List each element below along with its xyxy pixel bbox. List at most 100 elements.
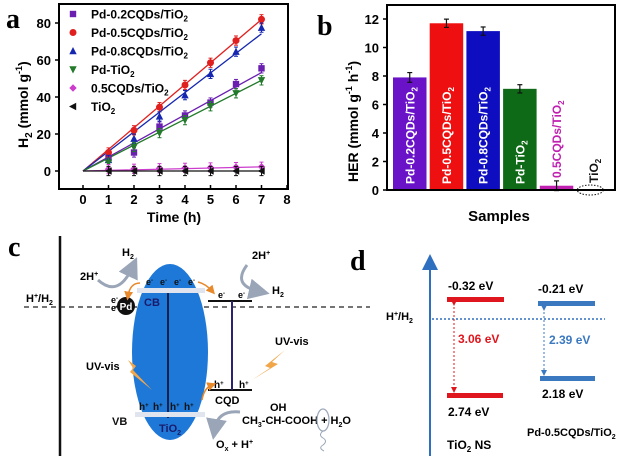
data-point <box>155 167 163 175</box>
x-axis-label-a: Time (h) <box>147 209 201 225</box>
panel-c-mechanism-diagram: c H+/H2 CB VB TiO2 e-e-e-e- h+ h+ h+ h+ Pd … <box>8 232 370 456</box>
h-h2-label-d: H+/H2 <box>386 311 413 325</box>
y-tick-label-b: 0 <box>372 183 379 198</box>
y-tick-label-a: 60 <box>37 53 51 68</box>
cqd-hole-2: h+ <box>239 380 249 391</box>
legend-label: Pd-TiO2 <box>91 63 135 79</box>
cqd-electron-2: e- <box>238 290 245 300</box>
panel-d-band-diagram: d H+/H2 -0.32 eV 3.06 eV 2.74 eV TiO2 NS… <box>350 246 616 456</box>
legend-marker <box>69 10 77 18</box>
pd-electron-1: e- <box>111 295 118 305</box>
y-tick-label-b: 4 <box>372 126 380 141</box>
data-point <box>207 59 214 67</box>
y-tick-label-b: 6 <box>372 98 379 113</box>
x-tick-label-a: 7 <box>258 192 265 207</box>
proton-reduction-arrow-right <box>240 264 270 300</box>
data-point <box>130 126 138 134</box>
data-point <box>104 167 112 175</box>
legend-marker <box>69 29 77 36</box>
bar-label: Pd-0.5CQDs/TiO2 <box>440 87 456 184</box>
panel-a-line-chart: a 0 20 40 60 80 0 1 2 3 4 5 6 7 8 Pd-0.2CQDs/TiO2 Pd-… <box>6 3 291 225</box>
y-tick-label-b: 2 <box>372 155 379 170</box>
data-point <box>232 80 240 88</box>
legend-label: Pd-0.8CQDs/TiO2 <box>91 45 188 61</box>
h2-top-left: H2 <box>122 247 134 261</box>
data-point <box>130 134 138 142</box>
data-point <box>156 103 163 111</box>
legend-marker <box>69 102 77 111</box>
panel-label-c: c <box>8 232 20 263</box>
data-point <box>181 116 189 125</box>
data-point <box>206 69 215 78</box>
x-axis-label-b: Samples <box>468 208 530 225</box>
legend-marker <box>69 47 77 55</box>
pd-cqd-label: Pd-0.5CQDs/TiO2 <box>527 427 616 441</box>
data-point <box>258 15 265 23</box>
data-point <box>105 149 112 156</box>
fit-line <box>82 79 262 172</box>
cqd-electron-1: e- <box>218 290 225 300</box>
tio2-cb-bar <box>447 297 504 302</box>
data-point <box>257 167 265 175</box>
data-point <box>181 167 189 175</box>
oxidation-arrow <box>206 410 241 440</box>
data-point <box>232 37 240 45</box>
h2-right: H2 <box>272 285 284 299</box>
y-tick-label-a: 40 <box>37 90 51 105</box>
proton-reduction-arrow-left <box>96 257 138 289</box>
bar <box>466 31 500 190</box>
tio2-label-c: TiO2 <box>159 423 181 437</box>
electron: e- <box>188 277 195 287</box>
data-point <box>181 81 189 89</box>
valence-band <box>135 412 205 417</box>
electron: e- <box>174 277 181 287</box>
data-point <box>258 65 265 72</box>
bar-label: Pd-TiO2 <box>513 140 529 184</box>
oh-group: OH <box>270 402 287 414</box>
electron-transfer-to-pd-arrow <box>124 282 141 301</box>
x-tick-label-a: 8 <box>283 192 290 207</box>
y-tick-label-a: 0 <box>44 164 51 179</box>
hole: h+ <box>170 402 180 413</box>
tio2-particle <box>132 264 208 440</box>
panel-label-b: b <box>317 11 333 42</box>
pd-electron-2: e- <box>111 303 118 313</box>
conduction-band <box>137 288 205 293</box>
electron: e- <box>146 277 153 287</box>
fit-line <box>82 72 262 172</box>
data-point <box>232 167 240 175</box>
hole-transfer-arrow <box>201 382 217 401</box>
cqd-label: CQD <box>215 395 240 407</box>
tio2-vb-bar <box>447 393 503 398</box>
uv-vis-label-left: UV-vis <box>86 361 120 373</box>
legend-label: TiO2 <box>91 100 116 116</box>
tio2-gap-value: 3.06 eV <box>458 332 499 346</box>
bar-label: 0.5CQDs/TiO2 <box>550 100 566 178</box>
y-tick-label-a: 20 <box>37 127 51 142</box>
x-tick-label-a: 0 <box>79 192 86 207</box>
fit-line <box>82 166 262 172</box>
tio2-cb-value: -0.32 eV <box>448 279 493 293</box>
hole: h+ <box>139 402 149 413</box>
h-h2-label-c: H+/H2 <box>26 293 53 307</box>
pd-cqd-vb-value: 2.18 eV <box>542 387 583 401</box>
legend-label: 0.5CQDs/TiO2 <box>91 82 169 98</box>
electron: e- <box>160 277 167 287</box>
hole: h+ <box>184 402 194 413</box>
light-bolt-icon-right <box>252 350 285 380</box>
cqd-hole-1: h+ <box>214 380 224 391</box>
cb-electrons: e-e-e-e- <box>146 277 195 287</box>
x-tick-label-a: 3 <box>156 192 163 207</box>
data-point <box>257 23 266 31</box>
vb-holes: h+ h+ h+ h+ <box>139 402 194 413</box>
legend-marker <box>69 84 77 92</box>
spring-icon <box>320 430 326 452</box>
x-tick-label-a: 1 <box>105 192 112 207</box>
pd-cqd-cb-value: -0.21 eV <box>538 282 583 296</box>
x-tick-label-a: 6 <box>232 192 239 207</box>
data-point <box>155 129 164 138</box>
x-tick-label-a: 4 <box>181 192 189 207</box>
cb-label: CB <box>144 297 160 309</box>
x-tick-label-a: 2 <box>130 192 137 207</box>
